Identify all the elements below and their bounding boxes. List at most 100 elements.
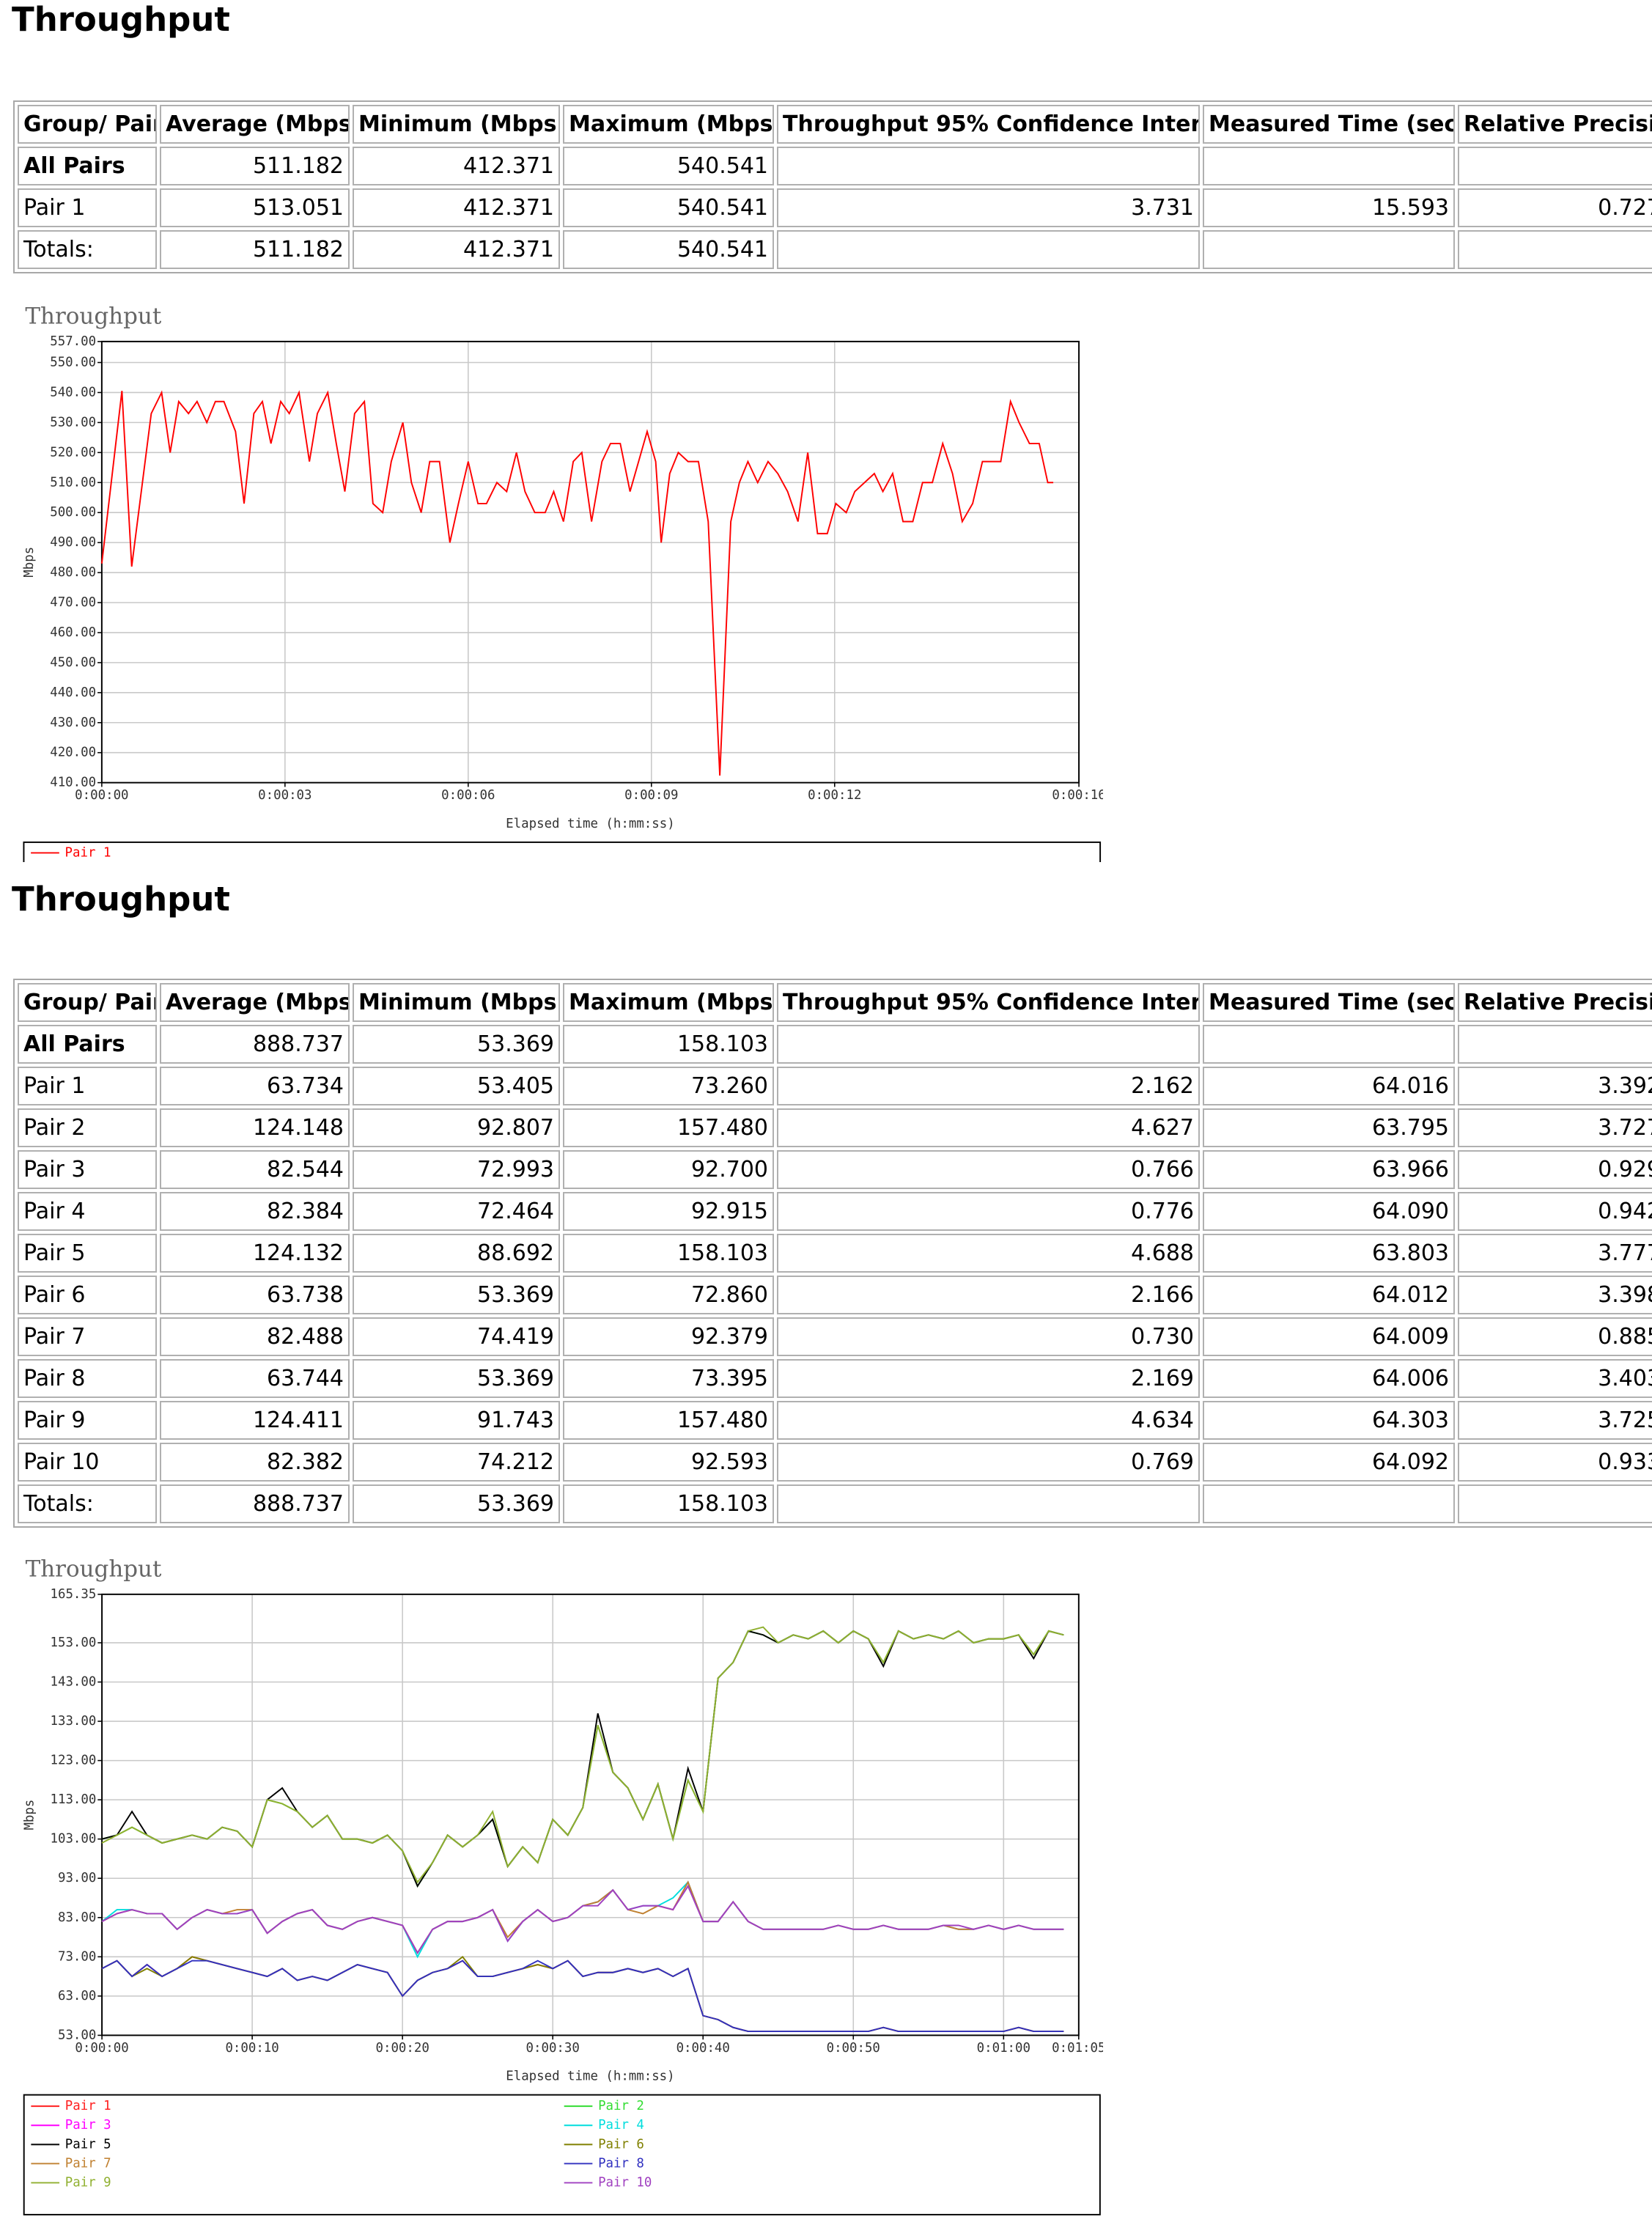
x-tick-label: 0:00:09 xyxy=(624,788,678,803)
table-cell: 72.860 xyxy=(563,1276,774,1314)
y-tick-label: 470.00 xyxy=(50,595,96,610)
header-cell: Throughput 95% Confidence Interval xyxy=(777,105,1200,144)
table-cell: 0.727 xyxy=(1458,188,1652,227)
table-cell: 53.369 xyxy=(353,1276,560,1314)
table-cell: 540.541 xyxy=(563,147,774,185)
header-cell: Average (Mbps) xyxy=(160,983,350,1022)
table-cell: 63.734 xyxy=(160,1067,350,1105)
y-tick-label: 410.00 xyxy=(50,776,96,790)
y-tick-label: 420.00 xyxy=(50,746,96,760)
table-cell: 64.006 xyxy=(1203,1359,1455,1398)
table-cell xyxy=(1458,147,1652,185)
table-cell: 64.009 xyxy=(1203,1317,1455,1356)
y-tick-label: 153.00 xyxy=(51,1635,97,1650)
y-tick-label: 520.00 xyxy=(50,445,96,460)
table-cell: 412.371 xyxy=(353,147,560,185)
section-title: Throughput xyxy=(12,880,230,919)
y-tick-label: 430.00 xyxy=(50,715,96,730)
legend-label: Pair 5 xyxy=(65,2137,111,2152)
table-cell xyxy=(1458,1484,1652,1523)
chart: Throughput 410.00 420.00 430.00 440.00 450.00… xyxy=(22,303,1103,862)
table-cell: 540.541 xyxy=(563,230,774,269)
table-cell: 82.384 xyxy=(160,1192,350,1231)
y-tick-label: 93.00 xyxy=(58,1871,96,1885)
legend-label: Pair 1 xyxy=(65,845,111,860)
table-cell: 64.092 xyxy=(1203,1443,1455,1482)
table-cell: 513.051 xyxy=(160,188,350,227)
table-row: Totals: 511.182 412.371 540.541 xyxy=(18,230,1652,269)
table-cell: 511.182 xyxy=(160,147,350,185)
table-cell: 63.744 xyxy=(160,1359,350,1398)
table-cell: 3.727 xyxy=(1458,1108,1652,1147)
y-tick-label: 103.00 xyxy=(51,1832,97,1847)
table-cell xyxy=(777,1025,1200,1064)
table-cell: 73.260 xyxy=(563,1067,774,1105)
table-cell: 64.016 xyxy=(1203,1067,1455,1105)
table-cell: 2.166 xyxy=(777,1276,1200,1314)
table-cell: 0.929 xyxy=(1458,1150,1652,1189)
plot-frame xyxy=(101,1593,1080,2036)
table-cell: 92.807 xyxy=(353,1108,560,1147)
table-cell: 82.544 xyxy=(160,1150,350,1189)
table-cell: 158.103 xyxy=(563,1025,774,1064)
table-row: Pair 2 124.148 92.807 157.480 4.627 63.795 3.7… xyxy=(18,1108,1652,1147)
table-cell: 0.885 xyxy=(1458,1317,1652,1356)
table-cell: 74.419 xyxy=(353,1317,560,1356)
table-cell: 3.392 xyxy=(1458,1067,1652,1105)
table-cell xyxy=(1203,230,1455,269)
header-cell: Average (Mbps) xyxy=(160,105,350,144)
table-cell xyxy=(1458,1025,1652,1064)
table-cell: 0.769 xyxy=(777,1443,1200,1482)
table-cell: 82.382 xyxy=(160,1443,350,1482)
table-cell: 3.398 xyxy=(1458,1276,1652,1314)
y-tick-label: 53.00 xyxy=(58,2028,96,2042)
table-cell: 3.403 xyxy=(1458,1359,1652,1398)
table-cell: 63.795 xyxy=(1203,1108,1455,1147)
table-cell: 3.725 xyxy=(1458,1401,1652,1440)
header-cell: Measured Time (secs) xyxy=(1203,983,1455,1022)
x-tick-label: 0:00:50 xyxy=(827,2041,880,2056)
data-line xyxy=(100,390,1054,776)
x-tick-label: 0:00:16 xyxy=(1052,788,1103,803)
table-cell: 64.012 xyxy=(1203,1276,1455,1314)
x-tick-label: 0:01:05 xyxy=(1052,2041,1103,2056)
results-table: Group/ Pair Average (Mbps) Minimum (Mbps) M… xyxy=(13,979,1652,1528)
table-cell xyxy=(777,1484,1200,1523)
table-cell: 412.371 xyxy=(353,188,560,227)
table-cell: Pair 3 xyxy=(18,1150,157,1189)
x-tick-label: 0:00:40 xyxy=(676,2041,730,2056)
table-cell: Pair 6 xyxy=(18,1276,157,1314)
table-cell: Pair 10 xyxy=(18,1443,157,1482)
table-cell xyxy=(1458,230,1652,269)
header-cell: Relative Precision xyxy=(1458,983,1652,1022)
table-cell: 0.933 xyxy=(1458,1443,1652,1482)
legend-label: Pair 7 xyxy=(65,2156,111,2171)
table-cell: 888.737 xyxy=(160,1025,350,1064)
x-tick-label: 0:00:00 xyxy=(75,788,128,803)
table-cell: 53.369 xyxy=(353,1025,560,1064)
y-tick-label: 490.00 xyxy=(50,535,96,550)
header-cell: Minimum (Mbps) xyxy=(353,105,560,144)
header-row: Group/ Pair Average (Mbps) Minimum (Mbps) M… xyxy=(18,983,1652,1022)
table-cell: 74.212 xyxy=(353,1443,560,1482)
y-tick-label: 73.00 xyxy=(58,1949,96,1964)
legend-label: Pair 3 xyxy=(65,2118,111,2132)
table-cell xyxy=(777,147,1200,185)
table-cell: 4.627 xyxy=(777,1108,1200,1147)
table-cell: 82.488 xyxy=(160,1317,350,1356)
table-cell: 157.480 xyxy=(563,1401,774,1440)
y-tick-label: 500.00 xyxy=(50,505,96,520)
table-cell: 158.103 xyxy=(563,1484,774,1523)
header-cell: Throughput 95% Confidence Interval xyxy=(777,983,1200,1022)
table-row: All Pairs 888.737 53.369 158.103 xyxy=(18,1025,1652,1064)
header-cell: Minimum (Mbps) xyxy=(353,983,560,1022)
header-cell: Group/ Pair xyxy=(18,983,157,1022)
table-cell: Pair 8 xyxy=(18,1359,157,1398)
table-cell: Pair 1 xyxy=(18,188,157,227)
y-tick-label: 557.00 xyxy=(50,334,96,349)
y-tick-label: 165.35 xyxy=(51,1587,97,1602)
